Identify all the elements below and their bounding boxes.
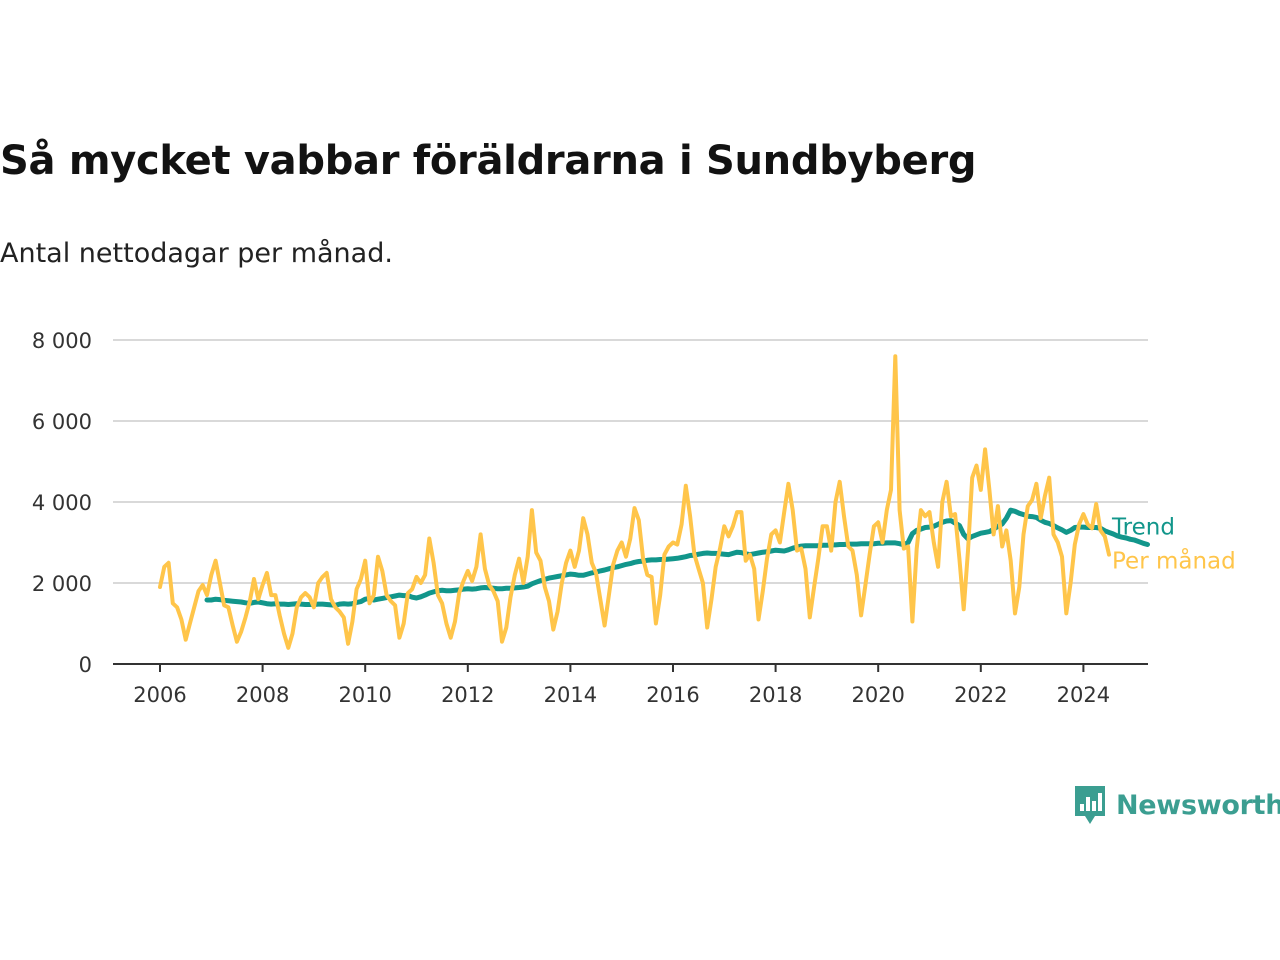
series-labels: Per månad Trend [1111,515,1236,575]
x-tick-label: 2012 [441,683,494,707]
chart-subtitle: Antal nettodagar per månad. [0,238,393,269]
newsworthy-logo-text: Newsworthy [1116,789,1280,821]
x-tick-label: 2010 [338,683,391,707]
y-tick-label: 6 000 [32,410,92,434]
x-tick-label: 2020 [851,683,904,707]
x-tick-label: 2024 [1057,683,1110,707]
x-tick-label: 2006 [133,683,186,707]
series-label: Trend [1111,515,1175,541]
series-label: Per månad [1112,547,1236,575]
x-tick-label: 2008 [236,683,289,707]
y-tick-label: 2 000 [32,572,92,596]
chart-title: Så mycket vabbar föräldrarna i Sundbyber… [0,138,977,184]
y-tick-label: 0 [79,653,92,677]
newsworthy-logo: Newsworthy [1072,784,1280,826]
x-tick-label: 2014 [544,683,597,707]
x-tick-label: 2016 [646,683,699,707]
series-line-per-m-nad [158,354,1111,650]
y-tick-label: 4 000 [32,491,92,515]
x-tick-label: 2022 [954,683,1007,707]
y-tick-label: 8 000 [32,329,92,353]
gridlines [113,339,1148,584]
series-lines [158,354,1150,650]
y-axis-ticks: 0 2 000 4 000 6 000 8 000 [32,329,92,677]
newsworthy-logo-icon [1075,786,1105,824]
x-axis: 2006 2008 2010 2012 2014 2016 2018 2020 2022 2024 [113,663,1148,707]
x-tick-label: 2018 [749,683,802,707]
series-line-trend [204,507,1150,608]
